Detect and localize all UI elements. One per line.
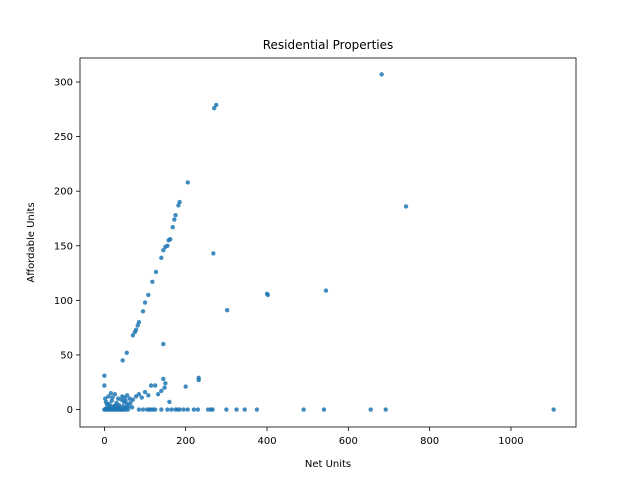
data-point: [210, 407, 215, 412]
data-point: [234, 407, 239, 412]
data-point: [165, 243, 170, 248]
data-point: [120, 358, 125, 363]
data-point: [155, 392, 161, 397]
data-point: [133, 327, 139, 333]
data-point: [172, 217, 177, 222]
data-point: [110, 395, 115, 400]
data-point: [254, 407, 260, 412]
data-point: [177, 199, 182, 205]
data-point: [170, 225, 175, 230]
x-tick-label: 400: [257, 436, 276, 447]
data-point: [181, 407, 186, 412]
y-tick-label: 150: [54, 241, 73, 252]
chart-title: Residential Properties: [263, 38, 394, 52]
data-point: [321, 407, 327, 412]
data-point: [140, 309, 146, 314]
y-tick-label: 0: [67, 405, 73, 416]
data-point: [140, 407, 146, 412]
data-point: [183, 384, 188, 389]
y-tick-label: 200: [54, 187, 73, 198]
data-point: [211, 251, 216, 256]
data-point: [265, 292, 271, 298]
data-point: [159, 255, 164, 260]
data-point: [136, 320, 142, 325]
y-tick-label: 50: [60, 350, 73, 361]
data-point: [165, 407, 170, 412]
data-point: [153, 269, 159, 275]
data-point: [383, 407, 388, 412]
data-point: [150, 279, 155, 284]
data-point: [111, 404, 117, 409]
data-point: [173, 213, 178, 218]
data-point: [130, 397, 136, 402]
data-point: [242, 407, 247, 412]
y-tick-label: 250: [54, 132, 73, 143]
data-point: [106, 394, 111, 399]
data-point: [124, 393, 130, 398]
data-point: [323, 288, 329, 293]
data-point: [146, 292, 151, 298]
data-point: [177, 407, 182, 412]
data-point: [136, 392, 142, 397]
y-tick-label: 100: [54, 296, 73, 307]
data-point: [153, 407, 158, 412]
data-point: [162, 385, 167, 390]
data-point: [148, 383, 154, 388]
data-point: [169, 407, 174, 412]
data-point: [104, 401, 110, 407]
data-point: [139, 395, 144, 400]
data-point: [116, 402, 122, 408]
data-point: [116, 396, 121, 401]
data-point: [368, 407, 373, 412]
data-point: [153, 383, 158, 388]
x-tick-label: 1000: [498, 436, 523, 447]
data-point: [224, 307, 230, 313]
data-point: [129, 405, 135, 410]
points-layer: [102, 72, 556, 412]
data-point: [142, 300, 148, 305]
x-tick-label: 200: [176, 436, 195, 447]
data-point: [185, 407, 190, 412]
data-point: [159, 407, 164, 412]
data-point: [168, 237, 173, 242]
data-point: [161, 247, 166, 253]
plot-area-frame: [79, 57, 577, 428]
data-point: [159, 388, 164, 394]
data-point: [379, 72, 384, 77]
data-point: [112, 392, 118, 397]
data-point: [185, 180, 190, 185]
data-point: [130, 333, 136, 338]
data-point: [196, 377, 201, 383]
x-tick-label: 800: [420, 436, 439, 447]
data-point: [224, 407, 229, 412]
y-tick-label: 300: [54, 78, 73, 89]
x-tick-label: 600: [339, 436, 358, 447]
data-point: [403, 204, 409, 209]
data-point: [551, 407, 556, 412]
data-point: [102, 373, 107, 378]
x-axis-label: Net Units: [305, 459, 351, 470]
x-axis: 0 200 400 600 800 1000: [101, 427, 524, 447]
data-point: [301, 407, 306, 412]
data-point: [128, 400, 133, 406]
data-point: [142, 389, 148, 395]
x-tick-label: 0: [101, 436, 107, 447]
data-point: [163, 381, 168, 386]
data-point: [161, 376, 166, 382]
data-point: [214, 102, 219, 108]
data-point: [146, 393, 151, 398]
data-point: [195, 407, 201, 412]
data-point: [191, 407, 197, 412]
data-point: [161, 341, 166, 347]
data-point: [102, 383, 107, 388]
y-axis-label: Affordable Units: [26, 202, 37, 282]
data-point: [211, 106, 217, 111]
data-point: [167, 399, 172, 405]
y-axis: 0 50 100 150 200 250 300: [54, 78, 80, 416]
data-point: [136, 407, 142, 412]
data-point: [108, 390, 114, 396]
data-point: [124, 350, 129, 355]
